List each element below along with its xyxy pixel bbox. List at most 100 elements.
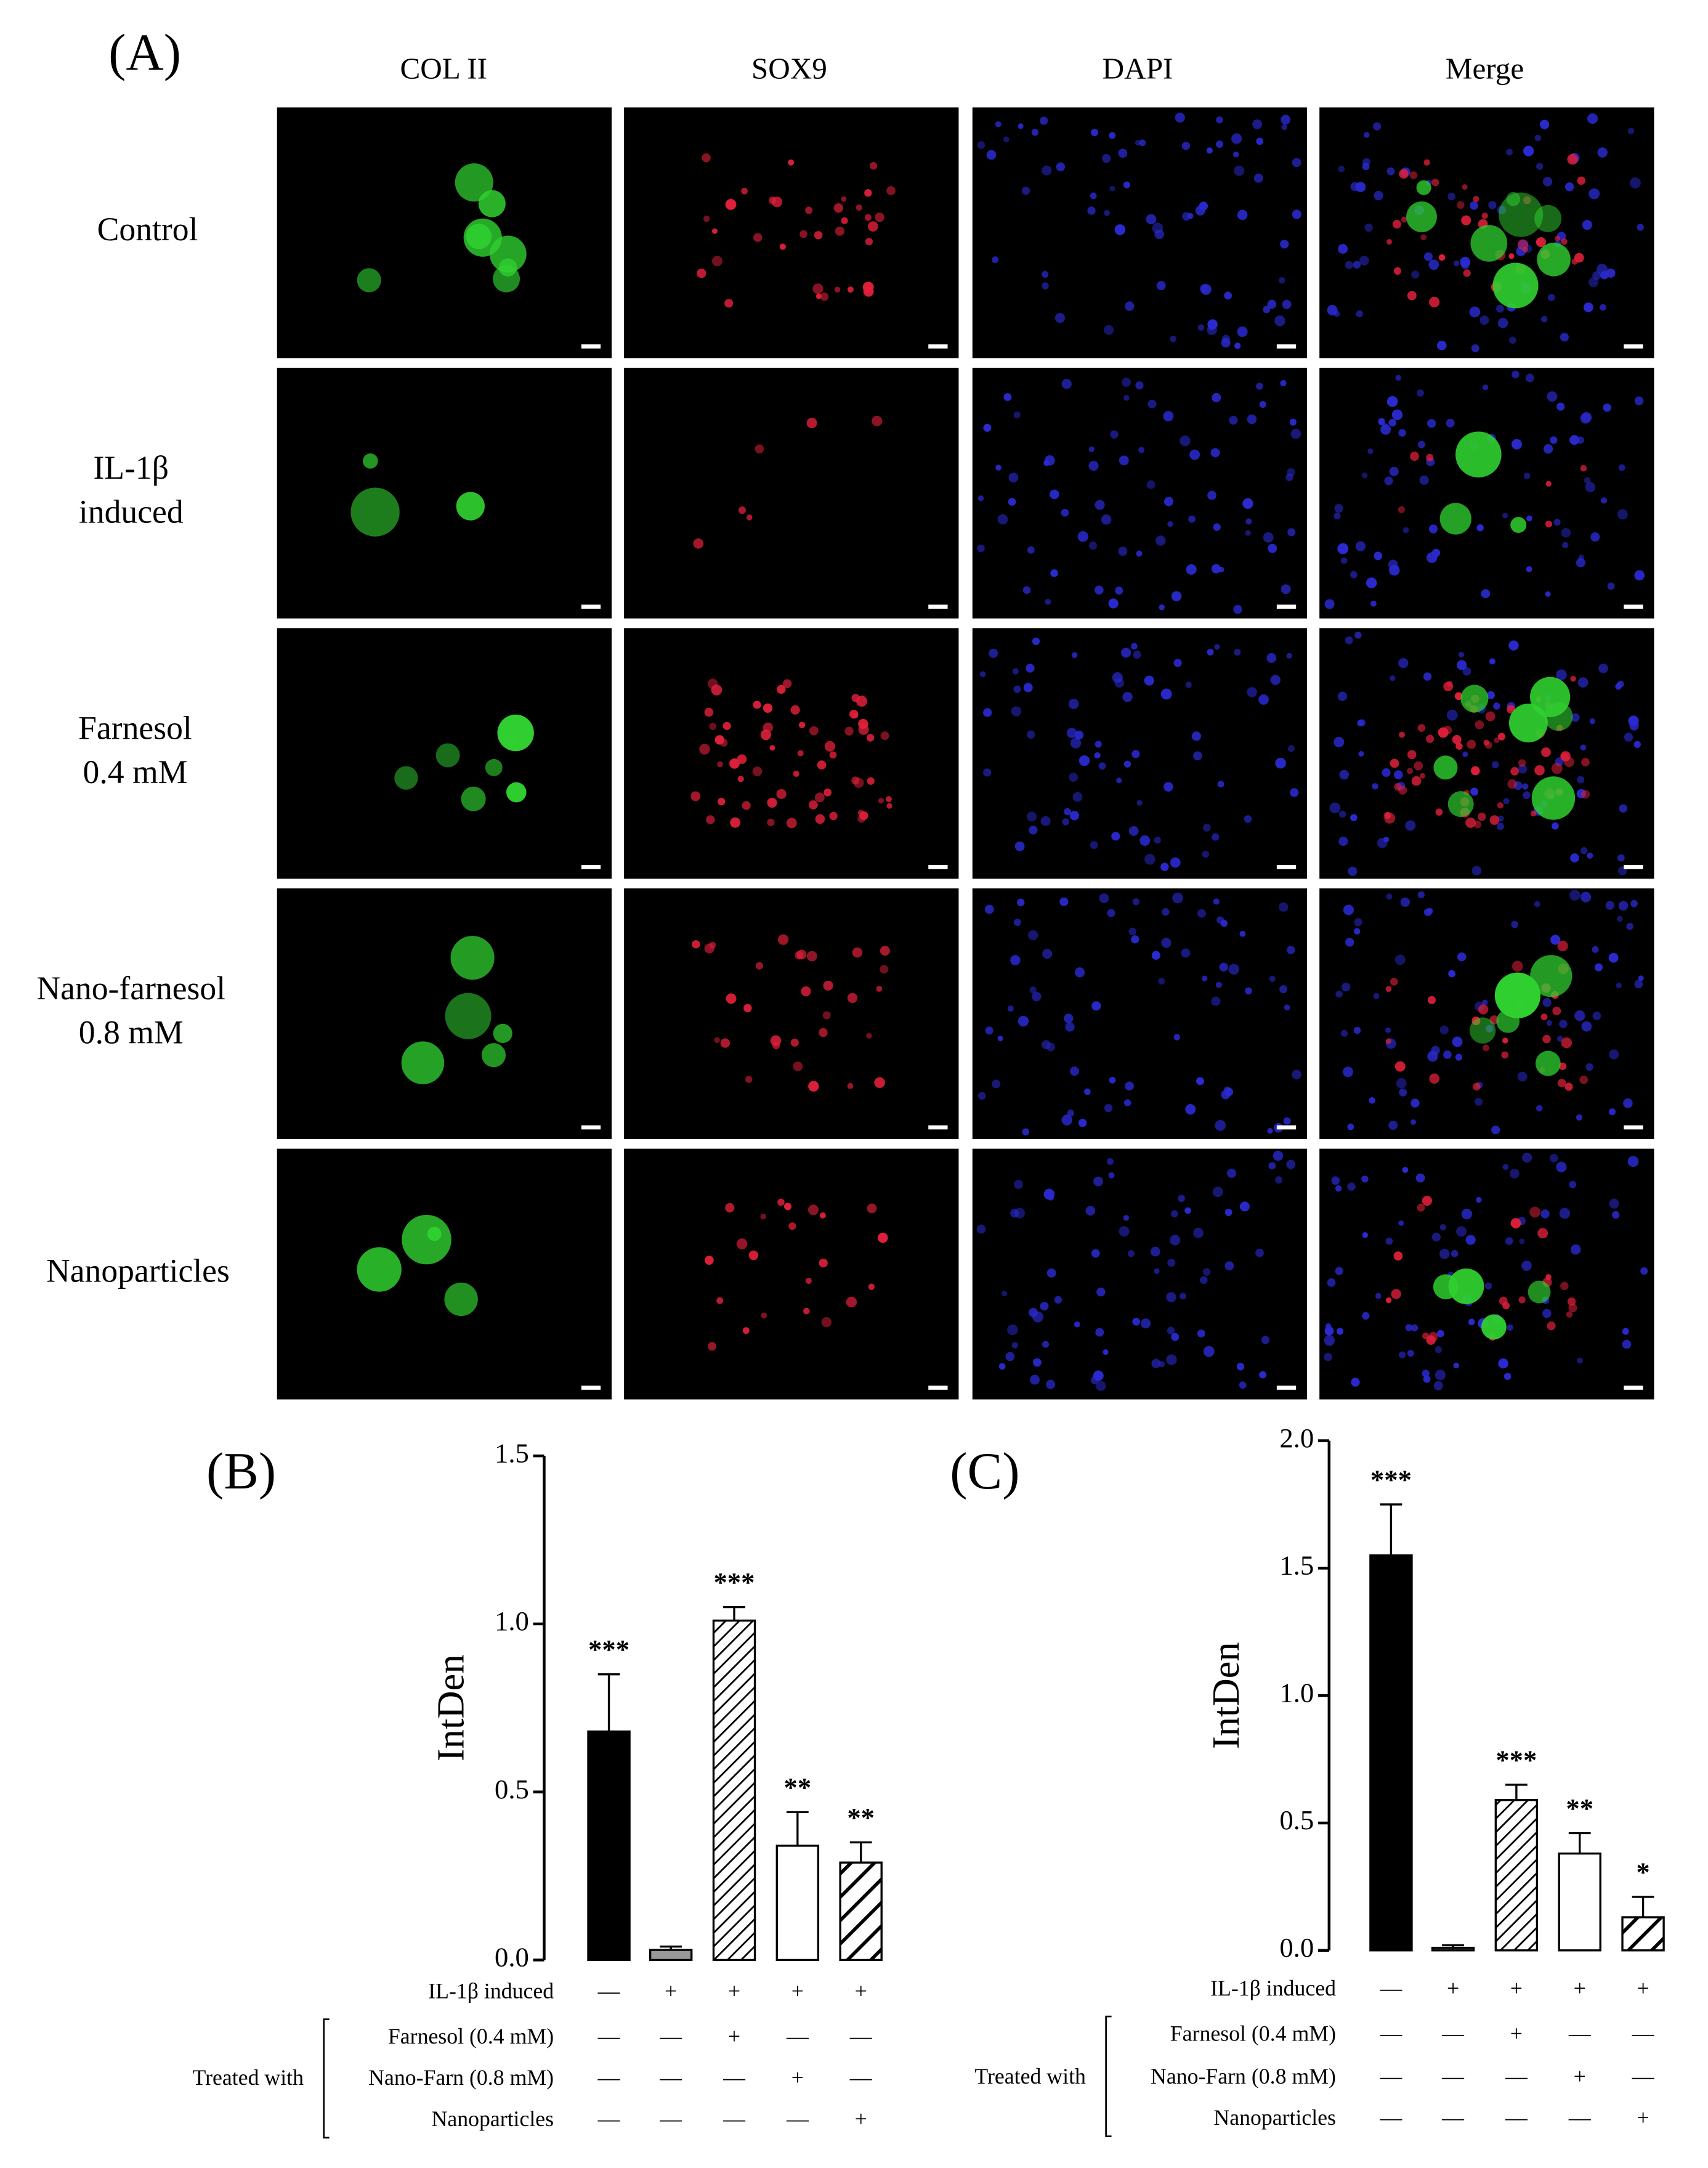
cell [1585,1063,1593,1071]
cell [1461,1208,1473,1220]
cell [1499,1296,1508,1305]
cell [1537,1228,1548,1239]
cell [833,203,844,213]
cell [1122,692,1133,702]
cell [736,1238,748,1249]
cell [720,1038,731,1048]
cell [1503,798,1510,805]
bar [587,1730,631,1962]
cell [755,962,763,970]
y-tick-label: 2.0 [1279,1423,1314,1453]
cell [1512,370,1520,379]
cell [1508,640,1519,651]
cell [1426,453,1434,461]
cell [1508,253,1515,259]
cell [1581,1021,1592,1032]
image-background [624,1148,959,1400]
cell [797,750,804,757]
cell [1340,557,1348,564]
cell [1475,720,1484,729]
cell [1566,1311,1573,1318]
cell [847,286,854,293]
cell [711,256,722,267]
cell [777,1198,785,1206]
cell [1237,209,1248,221]
cell [1362,1312,1370,1320]
cell [1324,1335,1335,1346]
significance-label: ** [783,1772,811,1803]
scale-bar [1276,1125,1297,1130]
cell [1489,815,1500,825]
cell [1481,589,1491,598]
image-background [624,628,959,879]
cell [1356,310,1363,318]
cell [1556,1161,1567,1172]
cell [1494,737,1500,744]
cell [1544,444,1553,454]
cell [1517,1071,1528,1082]
cell [1428,524,1438,534]
cell [1335,1267,1343,1275]
cell [708,1342,717,1351]
cell [1324,1352,1332,1362]
cell [1200,1276,1208,1285]
cell [1061,508,1069,517]
cell [1166,1292,1176,1302]
cell [1005,1352,1015,1362]
cell [1470,787,1479,796]
row-label: induced [79,493,184,530]
cell [1536,163,1544,170]
cell [481,1043,506,1068]
cell [1085,1206,1096,1216]
cell [1210,448,1220,458]
cell [1559,1208,1571,1219]
cell [986,150,997,160]
cell [1132,1317,1141,1326]
cell [1574,1010,1585,1021]
image-background [972,107,1308,359]
cell [738,506,746,514]
condition-mark: — [659,2024,682,2048]
cell [1463,269,1471,277]
cell [1172,892,1183,904]
cell [742,801,751,810]
cell [793,1062,803,1071]
micrograph [624,888,959,1139]
cell [504,731,518,745]
cell [1617,509,1628,520]
row-label: Nano-farnesol [36,970,225,1007]
cell [869,162,878,170]
micrograph [972,1148,1308,1400]
cell [1095,1381,1106,1391]
cell [1502,1164,1509,1171]
cell [786,818,797,829]
cell [1547,294,1555,301]
cell [1552,1006,1561,1015]
cell [1422,1370,1430,1378]
micrograph [1319,1148,1654,1400]
cell [844,726,854,736]
cell [1182,212,1191,221]
cell [1207,325,1217,335]
cell [1436,340,1447,351]
cell [1337,691,1348,701]
cell [1171,591,1182,601]
cell [1270,675,1281,685]
cell [1207,490,1216,500]
cell [1032,1358,1042,1367]
cell [768,196,777,205]
cell [1288,745,1295,752]
cell [1560,1281,1569,1290]
cell [401,1041,445,1084]
cell [865,238,873,246]
cell [1518,759,1526,767]
bar [649,1949,693,1962]
cell [1224,1261,1234,1270]
cell [1567,153,1578,165]
cell [1556,669,1567,681]
cell [1256,137,1264,145]
cell [737,754,747,765]
cell [1491,761,1499,769]
cell [783,1203,791,1211]
